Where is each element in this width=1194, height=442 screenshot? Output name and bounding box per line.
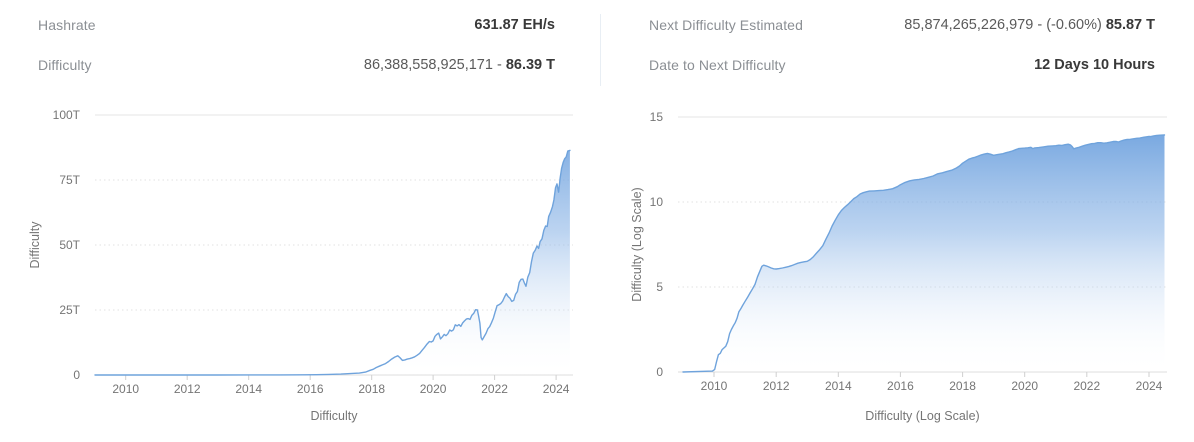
x-tick-label: 2020: [1011, 379, 1038, 393]
difficulty-label: Difficulty: [38, 57, 92, 73]
stats-header: Hashrate 631.87 EH/s Difficulty 86,388,5…: [0, 0, 1194, 90]
stat-row-hashrate: Hashrate 631.87 EH/s: [38, 5, 555, 45]
y-axis-title: Difficulty (Log Scale): [630, 187, 644, 301]
y-tick-label: 25T: [59, 303, 80, 317]
stats-pane-left: Hashrate 631.87 EH/s Difficulty 86,388,5…: [0, 0, 597, 90]
x-tick-label: 2024: [543, 382, 570, 396]
stat-row-next-difficulty: Next Difficulty Estimated 85,874,265,226…: [649, 5, 1155, 45]
x-tick-label: 2024: [1136, 379, 1163, 393]
y-tick-label: 50T: [59, 238, 80, 252]
next-difficulty-value-prefix: 85,874,265,226,979 - (-0.60%): [904, 17, 1106, 33]
charts-row: 0 25T 50T 75T 100T 2010 2012 2014 2016 2018 2020 20…: [0, 90, 1194, 442]
header-divider: [600, 14, 601, 86]
x-tick-label: 2020: [420, 382, 447, 396]
y-axis-title: Difficulty: [28, 221, 42, 269]
difficulty-value-strong: 86.39 T: [505, 57, 555, 73]
x-tick-label: 2016: [297, 382, 324, 396]
x-tick-label: 2014: [825, 379, 852, 393]
x-tick-label: 2016: [887, 379, 914, 393]
difficulty-linear-chart-canvas[interactable]: 0 25T 50T 75T 100T 2010 2012 2014 2016 2018 2020 20…: [0, 90, 597, 442]
y-tick-label: 100T: [53, 108, 81, 122]
difficulty-value: 86,388,558,925,171 - 86.39 T: [364, 57, 555, 73]
date-to-next-value: 12 Days 10 Hours: [1034, 57, 1155, 73]
y-tick-label: 10: [650, 195, 664, 209]
x-tick-label: 2022: [1073, 379, 1100, 393]
y-tick-label: 0: [73, 368, 80, 382]
x-tick-label: 2012: [763, 379, 790, 393]
x-tick-label: 2010: [112, 382, 139, 396]
date-to-next-label: Date to Next Difficulty: [649, 57, 786, 73]
stat-row-difficulty: Difficulty 86,388,558,925,171 - 86.39 T: [38, 45, 555, 85]
x-tick-label: 2018: [949, 379, 976, 393]
difficulty-log-chart: 0 5 10 15 2010 2012 2014 2016 2018 2020 2022 2024 Di…: [597, 90, 1194, 442]
area-fill: [95, 150, 570, 375]
next-difficulty-value-strong: 85.87 T: [1105, 17, 1155, 33]
date-to-next-value-strong: 12 Days 10 Hours: [1034, 57, 1155, 73]
difficulty-log-chart-canvas[interactable]: 0 5 10 15 2010 2012 2014 2016 2018 2020 2022 2024 Di…: [597, 90, 1194, 442]
hashrate-label: Hashrate: [38, 17, 96, 33]
difficulty-value-prefix: 86,388,558,925,171 -: [363, 57, 506, 73]
y-tick-label: 0: [656, 365, 663, 379]
x-tick-label: 2012: [174, 382, 201, 396]
x-tick-label: 2010: [701, 379, 728, 393]
x-tick-label: 2014: [235, 382, 262, 396]
x-tick-label: 2022: [481, 382, 508, 396]
x-tick-label: 2018: [358, 382, 385, 396]
difficulty-linear-chart: 0 25T 50T 75T 100T 2010 2012 2014 2016 2018 2020 20…: [0, 90, 597, 442]
y-tick-label: 15: [650, 110, 664, 124]
stat-row-date-to-next: Date to Next Difficulty 12 Days 10 Hours: [649, 45, 1155, 85]
x-axis-title: Difficulty (Log Scale): [865, 409, 979, 423]
data-line: [94, 149, 571, 376]
y-tick-label: 5: [656, 280, 663, 294]
data-line: [682, 134, 1166, 373]
stats-pane-right: Next Difficulty Estimated 85,874,265,226…: [597, 0, 1194, 90]
x-axis-title: Difficulty: [310, 409, 358, 423]
y-tick-label: 75T: [59, 173, 80, 187]
hashrate-value: 631.87 EH/s: [474, 17, 555, 33]
area-fill: [683, 135, 1165, 372]
hashrate-value-strong: 631.87 EH/s: [474, 17, 555, 33]
next-difficulty-label: Next Difficulty Estimated: [649, 17, 803, 33]
next-difficulty-value: 85,874,265,226,979 - (-0.60%) 85.87 T: [904, 17, 1155, 33]
